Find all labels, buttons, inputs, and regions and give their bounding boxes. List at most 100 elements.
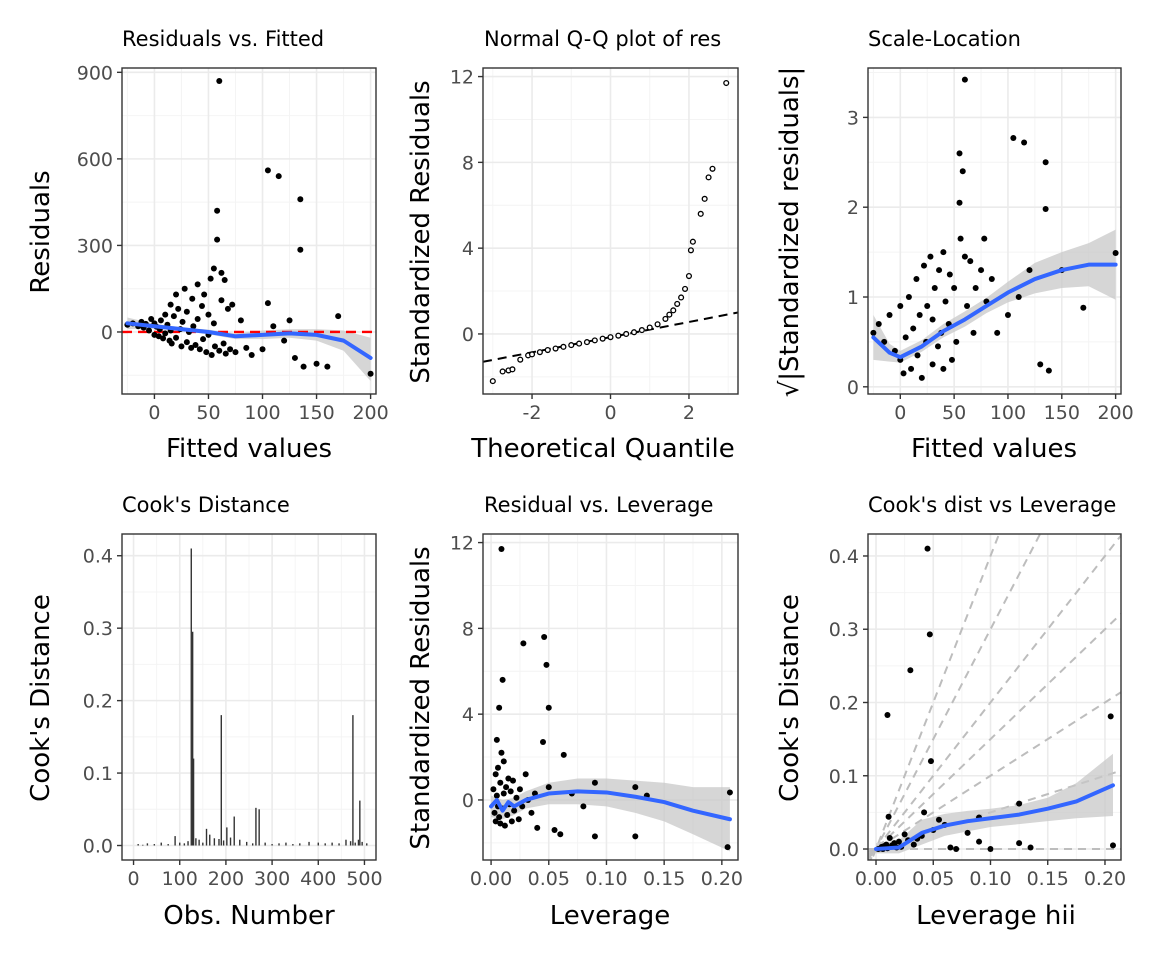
data-point [188,344,195,351]
data-point [536,349,543,356]
plot-area: 0 100 200 300 400 500 0.0 0.1 0.2 0.3 0.4 [83,533,383,890]
y-tick-label: 0.2 [829,692,859,714]
data-point [243,344,250,351]
data-point [926,631,933,638]
data-point [492,771,499,778]
data-point [335,313,342,320]
data-point [953,846,960,853]
data-point [264,167,271,174]
data-point [927,253,934,260]
guide-line [868,534,1121,860]
data-point [216,77,223,84]
data-point [541,633,548,640]
y-tick-label: 0 [462,790,474,812]
data-point [491,809,498,816]
data-point [723,79,730,87]
data-point [300,363,307,370]
data-point [885,813,892,820]
x-axis-label: Fitted values [166,434,332,464]
data-point [976,838,983,845]
data-point [1107,713,1114,720]
data-point [1026,267,1033,274]
data-point [545,784,552,791]
data-point [198,303,205,310]
data-point [929,361,936,368]
data-point [200,336,207,343]
data-point [895,838,902,845]
data-point [203,349,210,356]
data-point [910,841,917,848]
x-axis-label: Fitted values [911,434,1077,464]
data-point [545,704,552,711]
data-point [942,298,949,305]
plot-contents [483,534,738,860]
data-point [510,777,516,784]
data-point [508,818,515,825]
data-point [264,300,271,307]
data-point [189,295,196,302]
data-point [724,844,731,851]
data-point [511,807,518,814]
data-point [705,174,712,181]
plot-contents [122,534,376,860]
data-point [168,340,175,347]
panel-title: Residual vs. Leverage [484,493,713,517]
y-tick-label: 8 [462,152,474,174]
x-tick-label: 100 [990,402,1026,424]
y-axis-label: √|Standardized residuals| [775,67,805,398]
data-point [964,829,971,836]
guide-line [870,534,1001,860]
data-point [493,736,500,743]
y-tick-label: 600 [77,149,113,171]
data-point [270,323,277,330]
plot-area: 0 50 100 150 200 0 300 600 900 [77,62,389,424]
data-point [190,323,197,330]
data-point [726,789,733,796]
data-point [496,704,503,711]
data-point [931,285,938,292]
data-point [498,546,505,553]
panel-border [867,533,1122,861]
y-tick-label: 4 [462,704,474,726]
data-point [560,343,567,350]
data-point [948,356,955,363]
data-point [522,771,529,778]
y-axis-label: Cook's Distance [775,594,805,802]
y-axis-label: Standardized Residuals [406,546,436,849]
data-point [175,305,182,312]
data-point [520,640,527,647]
data-point [920,262,927,269]
confidence-band [491,778,730,852]
y-tick-label: 0.2 [83,691,113,713]
y-tick-label: 0.4 [83,546,113,568]
data-point [935,816,942,823]
data-point [946,271,953,278]
y-tick-label: 0.1 [829,766,859,788]
data-point [500,790,507,797]
data-point [685,272,693,280]
data-point [551,826,558,833]
data-point [183,308,190,315]
data-point [513,794,520,801]
data-point [929,316,936,323]
x-tick-label: 0 [894,402,906,424]
smooth-line [874,783,1115,852]
plot-contents [122,68,376,394]
panel-residual-vs-leverage: Residual vs. Leverage Leverage Standardi… [406,493,743,931]
data-point [192,341,199,348]
panel-title: Cook's dist vs Leverage [868,493,1116,517]
y-tick-label: 0.3 [829,619,859,641]
data-point [489,378,496,385]
data-point [957,235,964,242]
data-point [297,196,304,203]
data-point [870,329,877,336]
y-axis-label: Residuals [26,170,56,293]
x-tick-label: 200 [208,868,244,890]
data-point [940,249,947,256]
data-point [232,349,239,356]
data-point [1037,361,1044,368]
data-point [224,305,231,312]
data-point [214,207,221,214]
data-point [654,321,661,328]
